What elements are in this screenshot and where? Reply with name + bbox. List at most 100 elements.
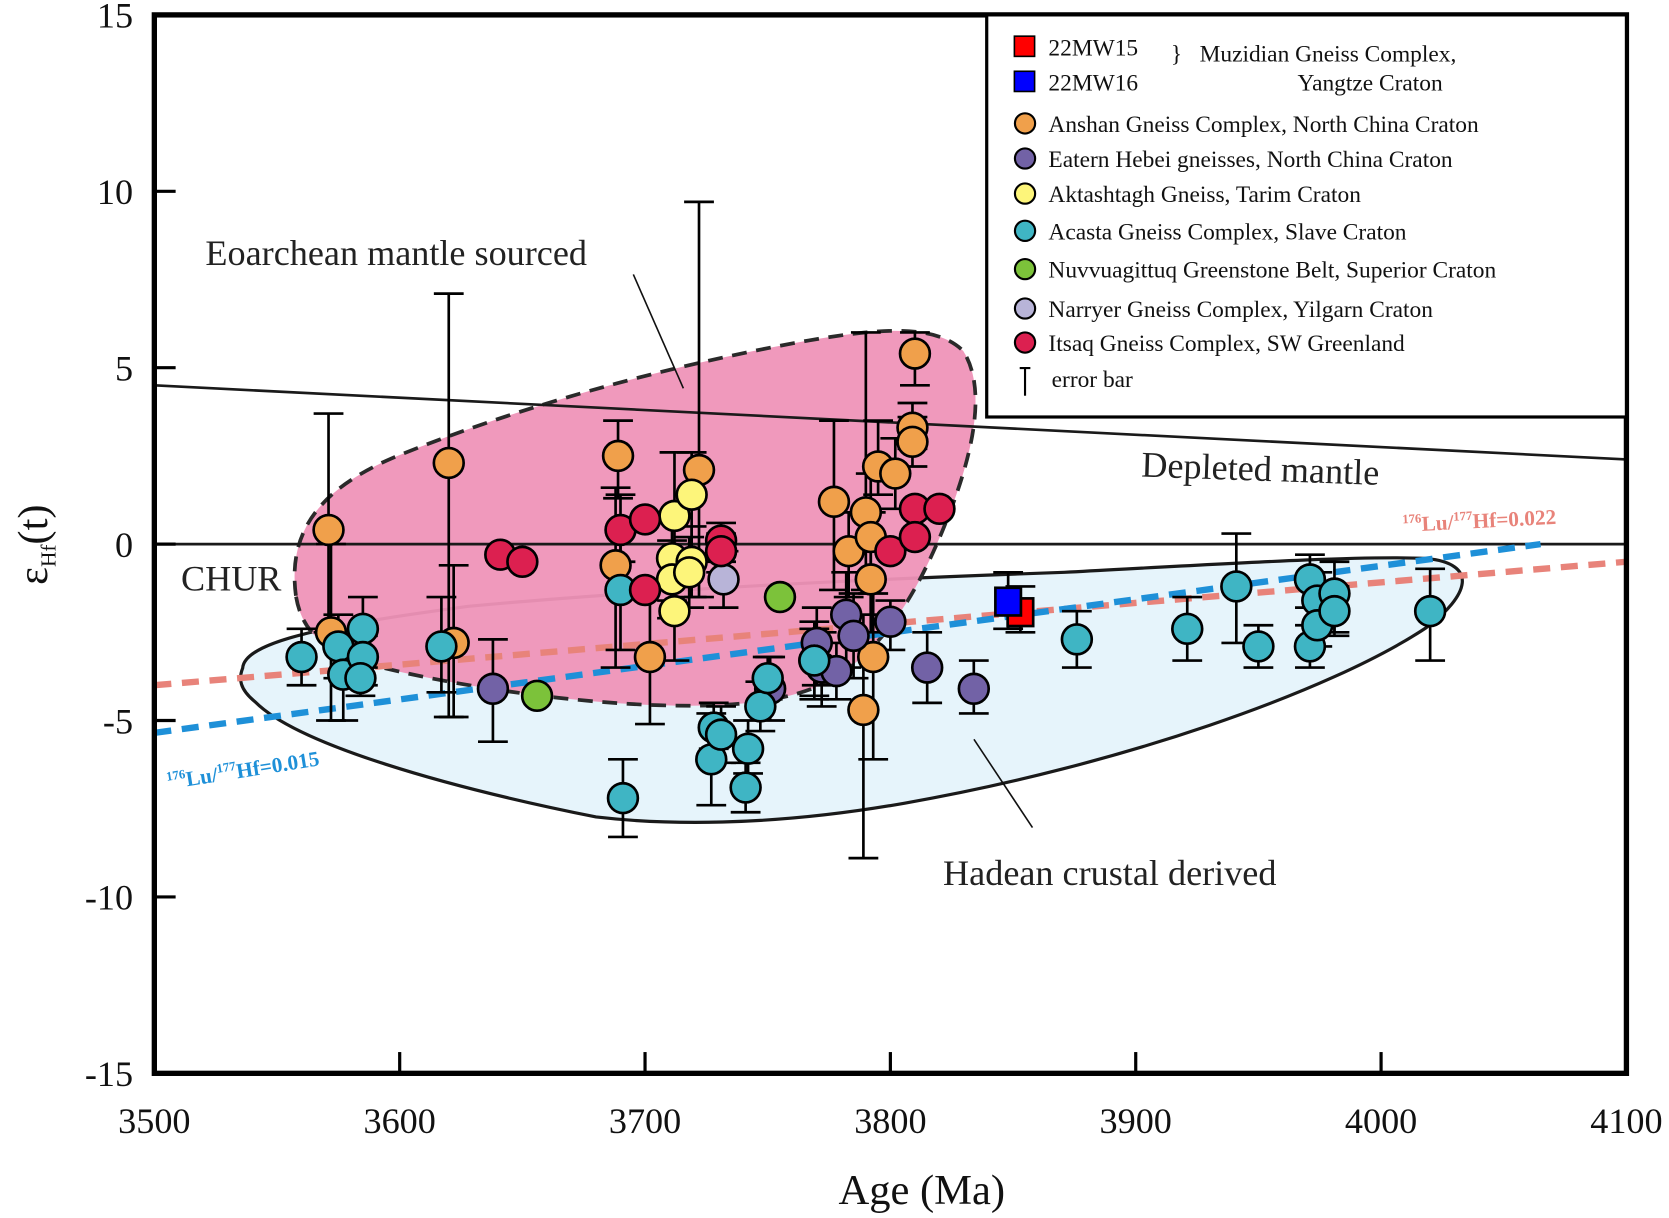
y-axis-title: εHf(t) [10, 504, 61, 584]
data-point-anshan [817, 485, 851, 518]
legend-box [985, 13, 1629, 419]
data-point-acasta [731, 732, 765, 765]
data-point-aktash [658, 594, 691, 628]
data-point-acasta [1318, 594, 1351, 628]
data-point-hebei [476, 672, 510, 705]
data-point-hebei [910, 651, 944, 684]
data-point-acasta [346, 612, 380, 646]
data-point-anshan [856, 640, 890, 674]
legend-marker-mw15 [1013, 35, 1036, 58]
legend-marker-anshan [1013, 112, 1037, 135]
legend-marker-itsaq [1013, 331, 1037, 354]
y-tick-label: -10 [85, 878, 133, 918]
ratio-label-part: Hf=0.022 [1472, 505, 1557, 533]
data-point-anshan [312, 513, 345, 547]
data-point-hebei [874, 605, 907, 638]
x-tick-label: 3800 [854, 1101, 926, 1141]
data-point-anshan [432, 446, 465, 480]
data-point-anshan [633, 640, 667, 674]
legend-label-aktash: Aktashtagh Gneiss, Tarim Craton [1048, 182, 1361, 208]
ratio-label-part: 176 [165, 767, 186, 784]
data-point-nuvv [520, 679, 554, 713]
y-axis-title-part: (t) [10, 504, 57, 544]
x-tick-label: 4100 [1590, 1101, 1662, 1141]
ratio-label-0022: 176Lu/177Hf=0.022 [1402, 504, 1557, 537]
leader-line-hadean [973, 738, 1034, 829]
data-point-acasta [1171, 612, 1204, 646]
data-point-itsaq [628, 573, 662, 607]
annotation-depleted-mantle: Depleted mantle [1141, 445, 1380, 493]
y-tick-label: 10 [97, 172, 133, 212]
legend-label-acasta: Acasta Gneiss Complex, Slave Craton [1048, 219, 1406, 245]
ratio-label-part: Lu/ [184, 762, 220, 791]
legend-label-mw15: 22MW15 [1048, 35, 1138, 61]
data-point-acasta [425, 630, 458, 663]
legend-marker-mw16 [1013, 70, 1036, 93]
data-point-acasta [285, 640, 318, 674]
legend-label-anshan: Anshan Gneiss Complex, North China Crato… [1048, 112, 1479, 138]
ratio-label-part: 177 [216, 759, 238, 776]
y-tick-label: 0 [115, 525, 133, 565]
ratio-label-part: 177 [1453, 509, 1473, 524]
reference-line-lu-hf-0-022 [154, 558, 1627, 689]
x-tick-label: 3500 [118, 1101, 190, 1141]
data-point-aktash [675, 478, 708, 511]
data-point-acasta [606, 781, 640, 815]
legend-group-label-1: Muzidian Gneiss Complex, [1200, 42, 1457, 68]
data-point-hebei [837, 619, 870, 653]
y-tick-label: 15 [97, 0, 133, 36]
data-point-anshan [854, 563, 887, 596]
data-point-acasta [1413, 594, 1447, 628]
legend-group-label-2: Yangtze Craton [1298, 70, 1443, 96]
points-layer [285, 337, 1447, 815]
legend-label-itsaq: Itsaq Gneiss Complex, SW Greenland [1048, 331, 1405, 357]
data-point-acasta [729, 771, 762, 804]
annotation-hadean-crustal: Hadean crustal derived [943, 853, 1276, 893]
y-tick-label: -5 [103, 701, 133, 741]
data-point-acasta [798, 644, 831, 677]
data-point-narryer [707, 563, 740, 596]
data-point-hebei [957, 672, 991, 705]
data-point-acasta [1242, 630, 1275, 663]
legend-label-mw16: 22MW16 [1048, 70, 1138, 96]
legend-marker-hebei [1013, 147, 1037, 170]
data-point-acasta [744, 690, 777, 723]
data-point-anshan [601, 439, 635, 473]
data-point-acasta [1220, 570, 1253, 603]
y-tick-label: 5 [115, 348, 133, 388]
x-tick-label: 3900 [1100, 1101, 1172, 1141]
legend-label-narryer: Narryer Gneiss Complex, Yilgarn Craton [1048, 297, 1433, 323]
data-point-acasta [1060, 623, 1094, 656]
ratio-label-part: Lu/ [1421, 510, 1455, 536]
legend-label-hebei: Eatern Hebei gneisses, North China Crato… [1048, 147, 1452, 173]
x-tick-label: 3600 [364, 1101, 436, 1141]
x-tick-label: 4000 [1345, 1101, 1417, 1141]
legend-label-error-bar: error bar [1052, 367, 1133, 393]
data-point-aktash [672, 556, 706, 589]
legend-marker-aktash [1013, 182, 1037, 205]
axes-layer: 3500 3600 3700 3800 3900 4000 4100 15 10 5 0 -5 -10 -… [10, 0, 1663, 1214]
x-tick-label: 3700 [609, 1101, 681, 1141]
data-point-itsaq [506, 545, 539, 578]
data-point-nuvv [763, 580, 797, 614]
data-point-anshan [896, 425, 929, 459]
ratio-label-part: 176 [1402, 511, 1422, 526]
legend: 22MW15 22MW16 Anshan Gneiss Complex, North… [985, 13, 1629, 419]
data-point-acasta [704, 718, 738, 751]
leader-line-eoarchean [632, 274, 685, 389]
y-axis-title-part: ε [10, 567, 57, 585]
legend-marker-narryer [1013, 297, 1037, 320]
legend-marker-nuvv [1013, 257, 1037, 281]
annotation-chur: CHUR [181, 558, 282, 598]
data-point-mw16 [994, 586, 1023, 617]
y-axis-title-part: Hf [36, 544, 60, 567]
y-tick-label: -15 [85, 1054, 133, 1094]
data-point-itsaq [898, 520, 932, 554]
data-point-itsaq [923, 492, 956, 526]
data-point-acasta [751, 661, 784, 695]
x-axis-title: Age (Ma) [838, 1167, 1005, 1214]
data-point-anshan [879, 457, 912, 490]
reference-line-depleted-mantle [154, 384, 1627, 461]
legend-brace: } [1171, 42, 1182, 68]
